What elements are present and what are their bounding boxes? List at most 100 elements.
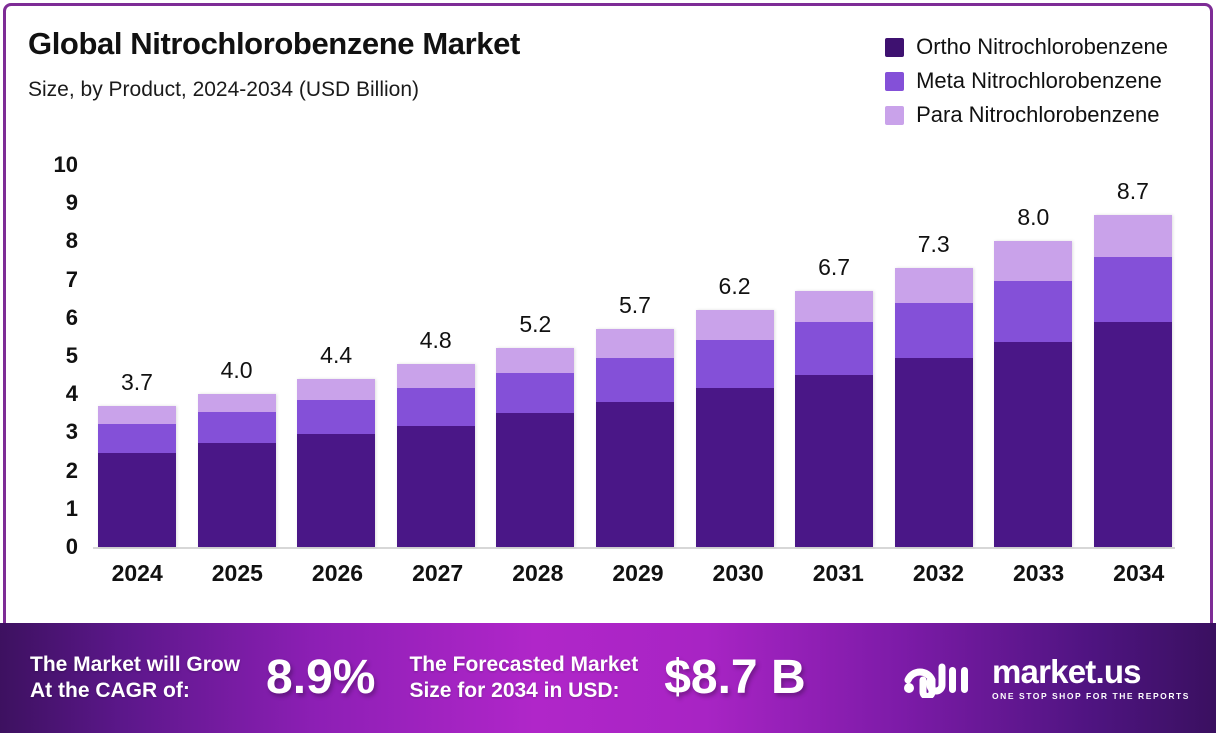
market-us-logo[interactable]: market.us ONE STOP SHOP FOR THE REPORTS [902,655,1190,701]
forecast-size-value: $8.7 B [664,651,806,704]
bar-column[interactable]: 4.8 [395,165,477,547]
bar-segment[interactable] [894,268,973,303]
bar-segment[interactable] [1093,214,1172,257]
bar-total-label: 8.7 [1116,177,1149,204]
bar-segment[interactable] [1093,321,1172,547]
bar-segment[interactable] [496,348,575,374]
bar-column[interactable]: 4.0 [196,165,278,547]
bar-total-label: 6.7 [818,254,851,281]
bar-segment[interactable] [795,321,874,376]
bar-segment[interactable] [695,388,774,547]
bar-total-label: 4.8 [419,326,452,353]
y-axis-tick-label: 5 [65,343,78,368]
x-axis-tick-label: 2028 [512,560,564,586]
bar-segment[interactable] [496,413,575,547]
bar-column[interactable]: 5.7 [594,165,676,547]
summary-banner: The Market will Grow At the CAGR of: 8.9… [0,623,1216,733]
bar-segment[interactable] [297,434,376,547]
chart-header: Global Nitrochlorobenzene Market Size, b… [28,26,520,102]
bar-column[interactable]: 4.4 [295,165,377,547]
bar-column[interactable]: 7.3 [893,165,975,547]
x-axis-tick-label: 2030 [712,560,764,586]
bar-segment[interactable] [1093,256,1172,322]
bar-segment[interactable] [197,411,276,444]
bar-stack[interactable] [795,291,874,547]
bar-segment[interactable] [197,443,276,547]
bar-segment[interactable] [994,281,1073,342]
x-axis-labels: 2024 2025 2026 2027 2028 2029 2030 2031 2032 2033… [96,560,1180,587]
x-axis-tick-label: 2026 [311,560,364,586]
bar-segment[interactable] [695,310,774,340]
bar-segment[interactable] [894,302,973,358]
bar-column[interactable]: 8.0 [992,165,1074,547]
x-axis-tick-label: 2024 [111,560,163,586]
bar-segment[interactable] [595,401,674,547]
bar-column[interactable]: 8.7 [1092,165,1174,547]
bar-total-label: 4.0 [220,357,253,384]
legend-item[interactable]: Para Nitrochlorobenzene [885,101,1159,129]
bar-stack[interactable] [297,378,376,547]
market-us-wordmark: market.us ONE STOP SHOP FOR THE REPORTS [992,655,1190,701]
bar-segment[interactable] [695,339,774,389]
bar-column[interactable]: 6.7 [793,165,875,547]
legend-swatch-icon [885,37,905,57]
bar-stack[interactable] [197,394,276,547]
bar-group: 3.7 4.0 4.4 4.8 5.2 5.7 6.2 6.7 7.3 8.0 8.7 [96,165,1174,547]
bar-column[interactable]: 3.7 [96,165,178,547]
y-axis-tick-label: 9 [65,190,78,216]
plot-area: 0 1 2 3 4 5 6 7 8 9 10 3.7 4.0 4.4 4.8 5.2 5.7 6.2 6.7 7.3… [0,154,1210,558]
legend-item[interactable]: Meta Nitrochlorobenzene [885,67,1162,95]
bar-segment[interactable] [97,424,176,454]
legend-item-label: Para Nitrochlorobenzene [916,102,1160,127]
bar-total-label: 5.2 [519,311,552,338]
bar-stack[interactable] [496,348,575,547]
bar-total-label: 6.2 [718,273,751,300]
y-axis-tick-label: 7 [65,266,78,292]
bar-stack[interactable] [1093,214,1172,547]
bar-segment[interactable] [396,363,475,389]
legend-item-label: Ortho Nitrochlorobenzene [916,34,1168,59]
bar-total-label: 8.0 [1017,204,1050,231]
bar-segment[interactable] [396,388,475,427]
bar-column[interactable]: 6.2 [694,165,776,547]
market-us-logo-mark [904,663,969,698]
bar-segment[interactable] [595,357,674,402]
legend-item-label: Meta Nitrochlorobenzene [916,68,1162,93]
y-axis-tick-label: 8 [65,228,78,254]
bar-segment[interactable] [595,329,674,358]
bar-stack[interactable] [994,241,1073,547]
bar-stack[interactable] [97,405,176,547]
y-axis-tick-label: 2 [65,457,78,483]
bar-segment[interactable] [396,426,475,547]
bar-segment[interactable] [795,375,874,547]
bar-stack[interactable] [894,268,973,547]
bar-total-label: 7.3 [917,231,950,258]
bar-segment[interactable] [197,394,276,412]
bar-segment[interactable] [994,341,1073,547]
x-axis-tick-label: 2025 [211,560,263,586]
bar-stack[interactable] [695,310,774,547]
x-axis-tick-label: 2033 [1013,560,1065,586]
bar-segment[interactable] [994,241,1073,282]
bar-total-label: 3.7 [120,368,153,395]
x-axis-tick-label: 2032 [912,560,965,586]
bar-segment[interactable] [795,291,874,322]
legend-item[interactable]: Ortho Nitrochlorobenzene [885,33,1168,61]
y-axis-tick-label: 10 [53,152,78,177]
bar-segment[interactable] [97,453,176,547]
bar-column[interactable]: 5.2 [494,165,576,547]
bar-stack[interactable] [396,363,475,547]
bar-segment[interactable] [297,399,376,435]
bar-segment[interactable] [894,357,973,547]
legend-swatch-icon [885,105,905,125]
y-axis-tick-label: 6 [65,304,78,330]
y-axis: 0 1 2 3 4 5 6 7 8 9 10 [36,154,78,558]
bar-segment[interactable] [297,378,376,400]
logo-name: market.us [992,653,1142,691]
bar-stack[interactable] [595,329,674,547]
y-axis-tick-label: 4 [65,381,78,407]
bar-segment[interactable] [97,405,176,425]
chart-legend: Ortho Nitrochlorobenzene Meta Nitrochloro… [885,33,1168,129]
bar-segment[interactable] [496,373,575,414]
